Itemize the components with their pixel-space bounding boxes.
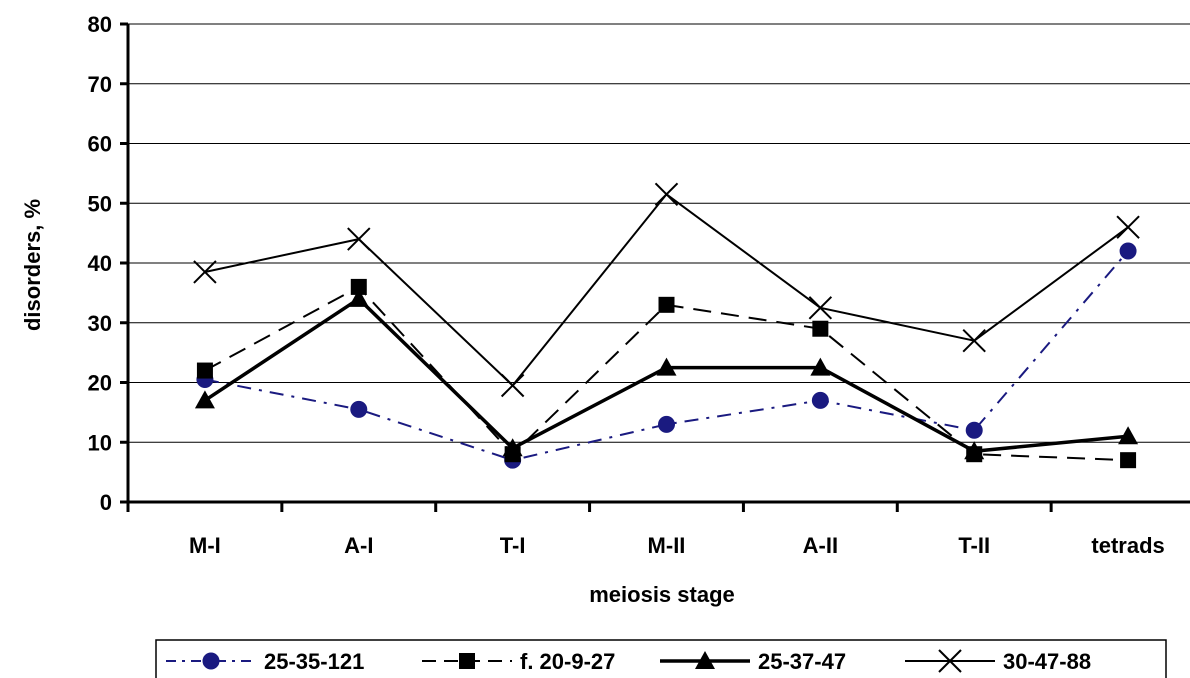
legend-label: 30-47-88 — [1003, 649, 1091, 674]
series-4 — [193, 182, 1140, 398]
data-point — [502, 438, 523, 457]
data-point — [656, 357, 677, 376]
legend-marker — [938, 649, 962, 673]
series-line — [204, 193, 1129, 387]
x-tick-label: T-I — [500, 533, 526, 558]
data-point — [1119, 242, 1137, 260]
legend-label: f. 20-9-27 — [520, 649, 615, 674]
data-point — [654, 182, 679, 206]
legend-marker — [695, 651, 715, 669]
x-tick-label: M-I — [189, 533, 221, 558]
series-layer — [193, 182, 1140, 469]
y-tick-label: 20 — [88, 371, 112, 396]
y-tick-label: 50 — [88, 191, 112, 216]
x-tick-label: T-II — [958, 533, 990, 558]
data-point — [658, 296, 675, 313]
data-point — [810, 357, 831, 376]
data-point — [962, 328, 986, 353]
y-tick-label: 70 — [88, 72, 112, 97]
x-tick-label: tetrads — [1091, 533, 1164, 558]
x-tick-label: M-II — [648, 533, 686, 558]
legend-item: f. 20-9-27 — [422, 649, 615, 674]
y-tick-label: 30 — [88, 311, 112, 336]
data-point — [350, 400, 368, 418]
data-point — [808, 296, 833, 320]
legend-frame — [155, 639, 1167, 678]
data-point — [658, 415, 675, 433]
series-1 — [196, 242, 1137, 469]
data-point — [350, 278, 367, 295]
data-point — [1118, 426, 1139, 445]
data-point — [1116, 215, 1140, 239]
y-tick-label: 40 — [88, 251, 112, 276]
y-tick-label: 10 — [88, 430, 112, 455]
data-point — [1120, 452, 1137, 469]
x-axis: M-I A-I T-I M-II A-II T-II tetrads — [126, 500, 1190, 558]
data-point — [965, 421, 983, 439]
y-tick-label: 80 — [88, 12, 112, 37]
y-tick-label: 0 — [100, 490, 112, 515]
series-3 — [194, 288, 1139, 460]
legend-marker — [202, 652, 220, 670]
legend: 25-35-121 f. 20-9-27 25-37-47 30-47-88 — [155, 639, 1167, 678]
data-point — [348, 288, 369, 307]
legend-marker — [459, 653, 475, 669]
data-point — [347, 227, 371, 251]
y-tick-label: 60 — [88, 132, 112, 157]
legend-item: 25-37-47 — [660, 649, 846, 674]
x-tick-label: A-I — [344, 533, 373, 558]
x-tick-label: A-II — [803, 533, 838, 558]
legend-label: 25-35-121 — [264, 649, 364, 674]
data-point — [194, 390, 215, 409]
data-point — [811, 391, 829, 409]
x-axis-title: meiosis stage — [589, 582, 735, 607]
legend-item: 25-35-121 — [166, 649, 364, 674]
data-point — [196, 362, 213, 379]
legend-item: 30-47-88 — [905, 649, 1091, 674]
gridlines — [128, 23, 1190, 443]
data-point — [812, 320, 829, 337]
y-axis: 0 10 20 30 40 50 60 70 80 — [88, 12, 130, 515]
legend-label: 25-37-47 — [758, 649, 846, 674]
data-point — [964, 441, 985, 460]
y-axis-title: disorders, % — [20, 199, 45, 331]
data-point — [193, 260, 217, 284]
data-point — [500, 373, 525, 398]
